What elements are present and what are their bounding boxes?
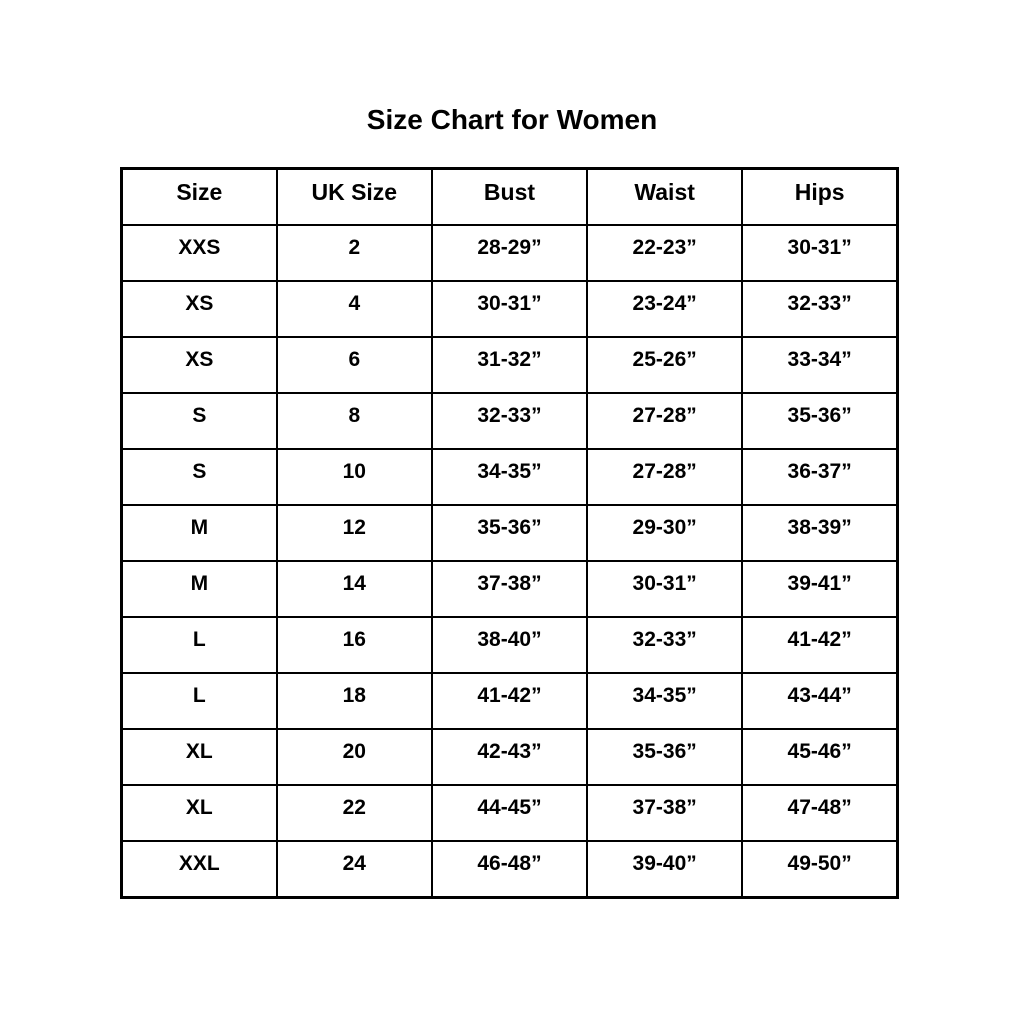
table-cell: 16 <box>275 616 433 674</box>
table-cell: L <box>120 672 278 730</box>
page-title: Size Chart for Women <box>366 104 658 135</box>
table-row: XS 6 31-32” 25-26” 33-34” <box>120 336 899 394</box>
table-cell: 49-50” <box>741 840 899 899</box>
table-cell: 36-37” <box>741 448 899 506</box>
table-cell: 34-35” <box>586 672 744 730</box>
table-cell: 29-30” <box>586 504 744 562</box>
table-row: XXS 2 28-29” 22-23” 30-31” <box>120 224 899 282</box>
table-body: XXS 2 28-29” 22-23” 30-31” XS 4 30-31” 23-24” 32-… <box>120 224 899 899</box>
table-cell: 4 <box>275 280 433 338</box>
table-cell: 6 <box>275 336 433 394</box>
table-cell: 37-38” <box>430 560 589 618</box>
table-row: XL 22 44-45” 37-38” 47-48” <box>120 784 899 842</box>
table-cell: 28-29” <box>430 224 589 282</box>
table-row: L 18 41-42” 34-35” 43-44” <box>120 672 899 730</box>
table-cell: 12 <box>275 504 433 562</box>
table-cell: 27-28” <box>586 448 744 506</box>
table-cell: 8 <box>275 392 433 450</box>
column-header: Hips <box>741 167 899 226</box>
table-cell: 22 <box>275 784 433 842</box>
column-header: Waist <box>586 167 744 226</box>
table-cell: M <box>120 504 278 562</box>
column-header: Size <box>120 167 278 226</box>
table-cell: 24 <box>275 840 433 899</box>
table-cell: 27-28” <box>586 392 744 450</box>
table-cell: 33-34” <box>741 336 899 394</box>
table-row: XXL 24 46-48” 39-40” 49-50” <box>120 840 899 899</box>
table-row: L 16 38-40” 32-33” 41-42” <box>120 616 899 674</box>
table-cell: 35-36” <box>430 504 589 562</box>
table-cell: 23-24” <box>586 280 744 338</box>
table-cell: M <box>120 560 278 618</box>
table-cell: 34-35” <box>430 448 589 506</box>
table-row: XS 4 30-31” 23-24” 32-33” <box>120 280 899 338</box>
table-cell: 38-39” <box>741 504 899 562</box>
table-header: Size UK Size Bust Waist Hips <box>120 167 899 226</box>
table-cell: XL <box>120 784 278 842</box>
table-cell: XXL <box>120 840 278 899</box>
table-cell: 22-23” <box>586 224 744 282</box>
column-header: Bust <box>430 167 589 226</box>
table-cell: 32-33” <box>586 616 744 674</box>
table-cell: 31-32” <box>430 336 589 394</box>
table-row: S 10 34-35” 27-28” 36-37” <box>120 448 899 506</box>
table-cell: L <box>120 616 278 674</box>
table-cell: 25-26” <box>586 336 744 394</box>
table-cell: 30-31” <box>430 280 589 338</box>
table-cell: 38-40” <box>430 616 589 674</box>
table-cell: 37-38” <box>586 784 744 842</box>
header-row: Size UK Size Bust Waist Hips <box>120 167 899 226</box>
table-cell: 35-36” <box>586 728 744 786</box>
table-cell: 45-46” <box>741 728 899 786</box>
table-cell: 32-33” <box>741 280 899 338</box>
table-row: M 14 37-38” 30-31” 39-41” <box>120 560 899 618</box>
table-cell: 43-44” <box>741 672 899 730</box>
table-row: XL 20 42-43” 35-36” 45-46” <box>120 728 899 786</box>
table-cell: XS <box>120 280 278 338</box>
table-cell: 30-31” <box>586 560 744 618</box>
table-cell: 30-31” <box>741 224 899 282</box>
size-chart-table: Size UK Size Bust Waist Hips XXS 2 28-29” 22-23… <box>120 167 899 899</box>
table-cell: 10 <box>275 448 433 506</box>
table-cell: 14 <box>275 560 433 618</box>
table-row: M 12 35-36” 29-30” 38-39” <box>120 504 899 562</box>
table-cell: 35-36” <box>741 392 899 450</box>
table-cell: 20 <box>275 728 433 786</box>
table-cell: 32-33” <box>430 392 589 450</box>
table-cell: S <box>120 448 278 506</box>
table-cell: XXS <box>120 224 278 282</box>
table-cell: 47-48” <box>741 784 899 842</box>
table-row: S 8 32-33” 27-28” 35-36” <box>120 392 899 450</box>
table-cell: 46-48” <box>430 840 589 899</box>
table-cell: 41-42” <box>430 672 589 730</box>
table-cell: 2 <box>275 224 433 282</box>
table-cell: 39-40” <box>586 840 744 899</box>
column-header: UK Size <box>275 167 433 226</box>
table-cell: 44-45” <box>430 784 589 842</box>
table-cell: 42-43” <box>430 728 589 786</box>
table-cell: XL <box>120 728 278 786</box>
table-cell: 18 <box>275 672 433 730</box>
table-cell: S <box>120 392 278 450</box>
table-cell: XS <box>120 336 278 394</box>
table-cell: 41-42” <box>741 616 899 674</box>
table-cell: 39-41” <box>741 560 899 618</box>
